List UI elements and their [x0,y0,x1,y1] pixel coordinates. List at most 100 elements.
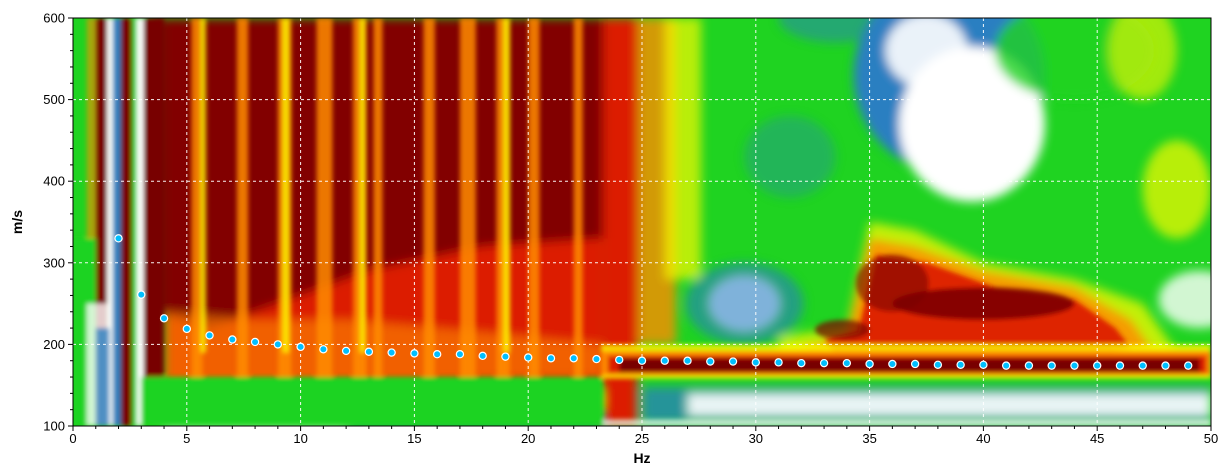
x-tick-label: 50 [1204,431,1218,446]
heatmap-cell [236,18,249,378]
heatmap-region [164,311,604,386]
picked-point [273,340,283,349]
x-tick-label: 20 [521,431,535,446]
heatmap-cell [200,18,207,353]
x-tick-label: 15 [407,431,421,446]
picked-point [1070,361,1079,370]
heatmap-blob [814,319,870,340]
y-tick-label: 200 [43,337,65,352]
picked-point [205,331,214,340]
picked-point [728,357,738,366]
heatmap-cell [687,393,1211,417]
picked-point [546,354,556,363]
picked-point [774,358,783,367]
x-tick-label: 25 [635,431,649,446]
heatmap-cell [112,18,121,426]
heatmap-cell [373,18,383,378]
picked-point [159,314,169,323]
grid [73,18,1211,426]
picked-point [1001,361,1011,370]
heatmap-cell [282,18,290,353]
heatmap-blob [685,262,804,345]
axes: 0 5 10 15 20 25 30 35 40 45 50 100 200 300 400 500 600 [43,11,1218,447]
picked-point [660,356,669,365]
picked-point [819,358,829,368]
picked-point [979,360,988,369]
heatmap-blob [778,18,893,43]
heatmap-cell [664,18,702,280]
picked-point [296,342,305,352]
heatmap-blob [1158,270,1211,329]
picked-point [228,335,237,344]
heatmap-cell [423,18,435,378]
picked-point [592,354,601,364]
x-tick-label: 30 [749,431,763,446]
x-tick-label: 0 [69,431,76,446]
picked-point [933,360,943,369]
picked-point [1092,361,1102,370]
y-tick-label: 400 [43,174,65,189]
x-tick-label: 5 [183,431,190,446]
heatmap-cell [528,18,540,378]
picked-point [615,355,624,365]
picked-point [956,360,965,369]
heatmap-blob [885,18,968,88]
picked-point [432,349,442,359]
picked-point [683,356,692,365]
heatmap-blob [1108,18,1177,100]
x-tick-label: 45 [1090,431,1104,446]
picked-point [888,359,897,369]
heatmap-cell [107,18,113,426]
picked-point [637,356,647,365]
y-tick-label: 600 [43,11,65,26]
heatmap-blob [744,115,836,198]
picked-point [114,234,123,243]
picked-point [137,290,146,299]
picked-point [842,358,852,368]
y-tick-label: 300 [43,255,65,270]
picked-point [569,354,578,363]
picked-point [1161,361,1170,370]
heatmap-cell [86,18,96,426]
y-tick-label: 500 [43,92,65,107]
heatmap-cell [316,18,333,378]
heatmap-cell [132,18,137,426]
heatmap-blob [892,287,1075,320]
picked-point [501,352,510,361]
heatmap-cell [120,18,133,426]
picked-point [1047,361,1056,370]
picked-point [1115,361,1125,370]
heatmap-cell [603,419,1211,426]
heatmap-cell [95,18,108,426]
heatmap-cell [136,18,144,426]
heatmap-cell [191,18,203,378]
picked-point [341,346,351,356]
y-tick-label: 100 [43,419,65,434]
heatmap-cell [95,328,110,426]
heatmap-cell [459,18,476,378]
heatmap-blob [1142,140,1211,239]
picked-point [1138,361,1147,370]
picked-point [751,358,761,367]
picked-point [319,345,328,354]
picked-point [182,324,191,334]
picked-point [410,349,419,358]
heatmap-cell [503,18,510,353]
picked-point [250,337,260,347]
x-tick-label: 10 [293,431,307,446]
picked-point [706,357,715,366]
picked-point [1024,361,1034,370]
heatmap-blob [855,254,929,312]
x-tick-label: 40 [976,431,990,446]
heatmap-cell [359,18,366,353]
picked-point [524,353,533,362]
picked-point [364,347,374,356]
y-axis-title: m/s [9,210,25,234]
picked-point [865,359,874,369]
x-axis-title: Hz [633,450,650,466]
picked-point [387,348,396,357]
picked-point [1184,361,1193,370]
heatmap-cell [141,377,604,426]
